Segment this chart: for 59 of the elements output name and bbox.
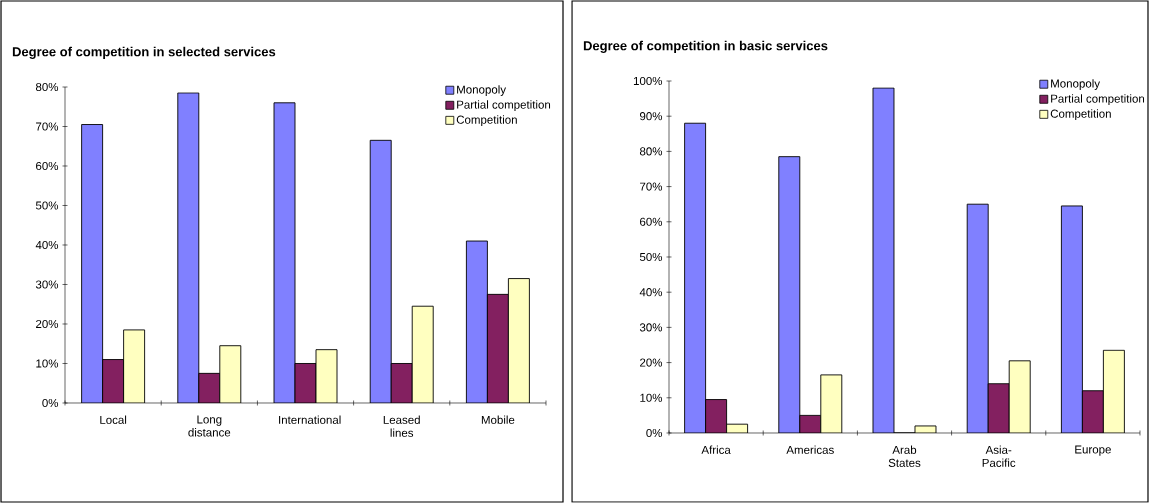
y-tick-label: 0% [646,428,663,438]
bar [705,399,728,433]
y-tick-label: 30% [35,280,59,289]
y-tick-label: 20% [36,319,59,329]
legend-label: Competition [1050,109,1111,121]
bar [177,92,200,403]
x-tick-label: Europe [1075,445,1111,456]
y-tick-label: 60% [640,217,663,226]
legend-label: Monopoly [1051,79,1101,90]
y-tick-label: 80% [35,82,59,92]
y-tick-label: 80% [639,147,663,156]
x-tick-label: Asia-Pacific [982,445,1016,467]
legend-label: Monopoly [457,85,507,96]
y-tick-label: 60% [36,161,59,171]
x-tick-label: Mobile [481,415,515,424]
bar [1060,205,1083,433]
x-tick-label: Africa [701,445,731,454]
bar [81,124,104,403]
bar [411,305,434,403]
x-tick-label: Local [100,415,127,424]
x-tick-label: International [279,415,341,424]
bar [123,329,146,403]
bar [369,139,392,403]
legend-label: Partial competition [1051,94,1145,105]
y-tick-label: 50% [639,252,663,262]
x-tick-label: Americas [786,445,834,454]
bar [872,87,895,433]
bar [684,122,707,433]
y-tick-label: 20% [640,358,663,367]
legend-label: Partial competition [457,100,551,111]
bar [507,278,530,403]
y-tick-label: 10% [640,393,663,402]
bar [102,359,125,403]
y-tick-label: 30% [639,323,663,332]
bar [987,383,1010,433]
y-tick-label: 90% [639,112,663,121]
bar [966,203,989,433]
y-tick-label: 100% [633,76,663,86]
bar [465,240,488,403]
legend-label: Competition [456,115,517,127]
y-tick-label: 70% [36,122,59,131]
x-tick-label: Leased lines [383,415,420,437]
y-tick-label: 0% [42,398,59,408]
x-tick-label: Long distance [188,415,231,437]
y-tick-label: 10% [36,359,59,368]
bar [390,363,413,403]
y-tick-label: 40% [639,288,663,297]
y-tick-label: 70% [640,182,663,191]
chart-title: Degree of competition in basic services [583,40,828,53]
bar [778,156,801,433]
bar [273,102,296,403]
y-tick-label: 50% [35,201,59,210]
bar [1081,390,1104,433]
bar [198,372,221,403]
x-tick-label: Arab States [888,445,921,467]
bar [486,293,509,403]
y-tick-label: 40% [35,240,59,250]
chart-title: Degree of competition in selected services [12,46,276,59]
bar [219,345,242,403]
